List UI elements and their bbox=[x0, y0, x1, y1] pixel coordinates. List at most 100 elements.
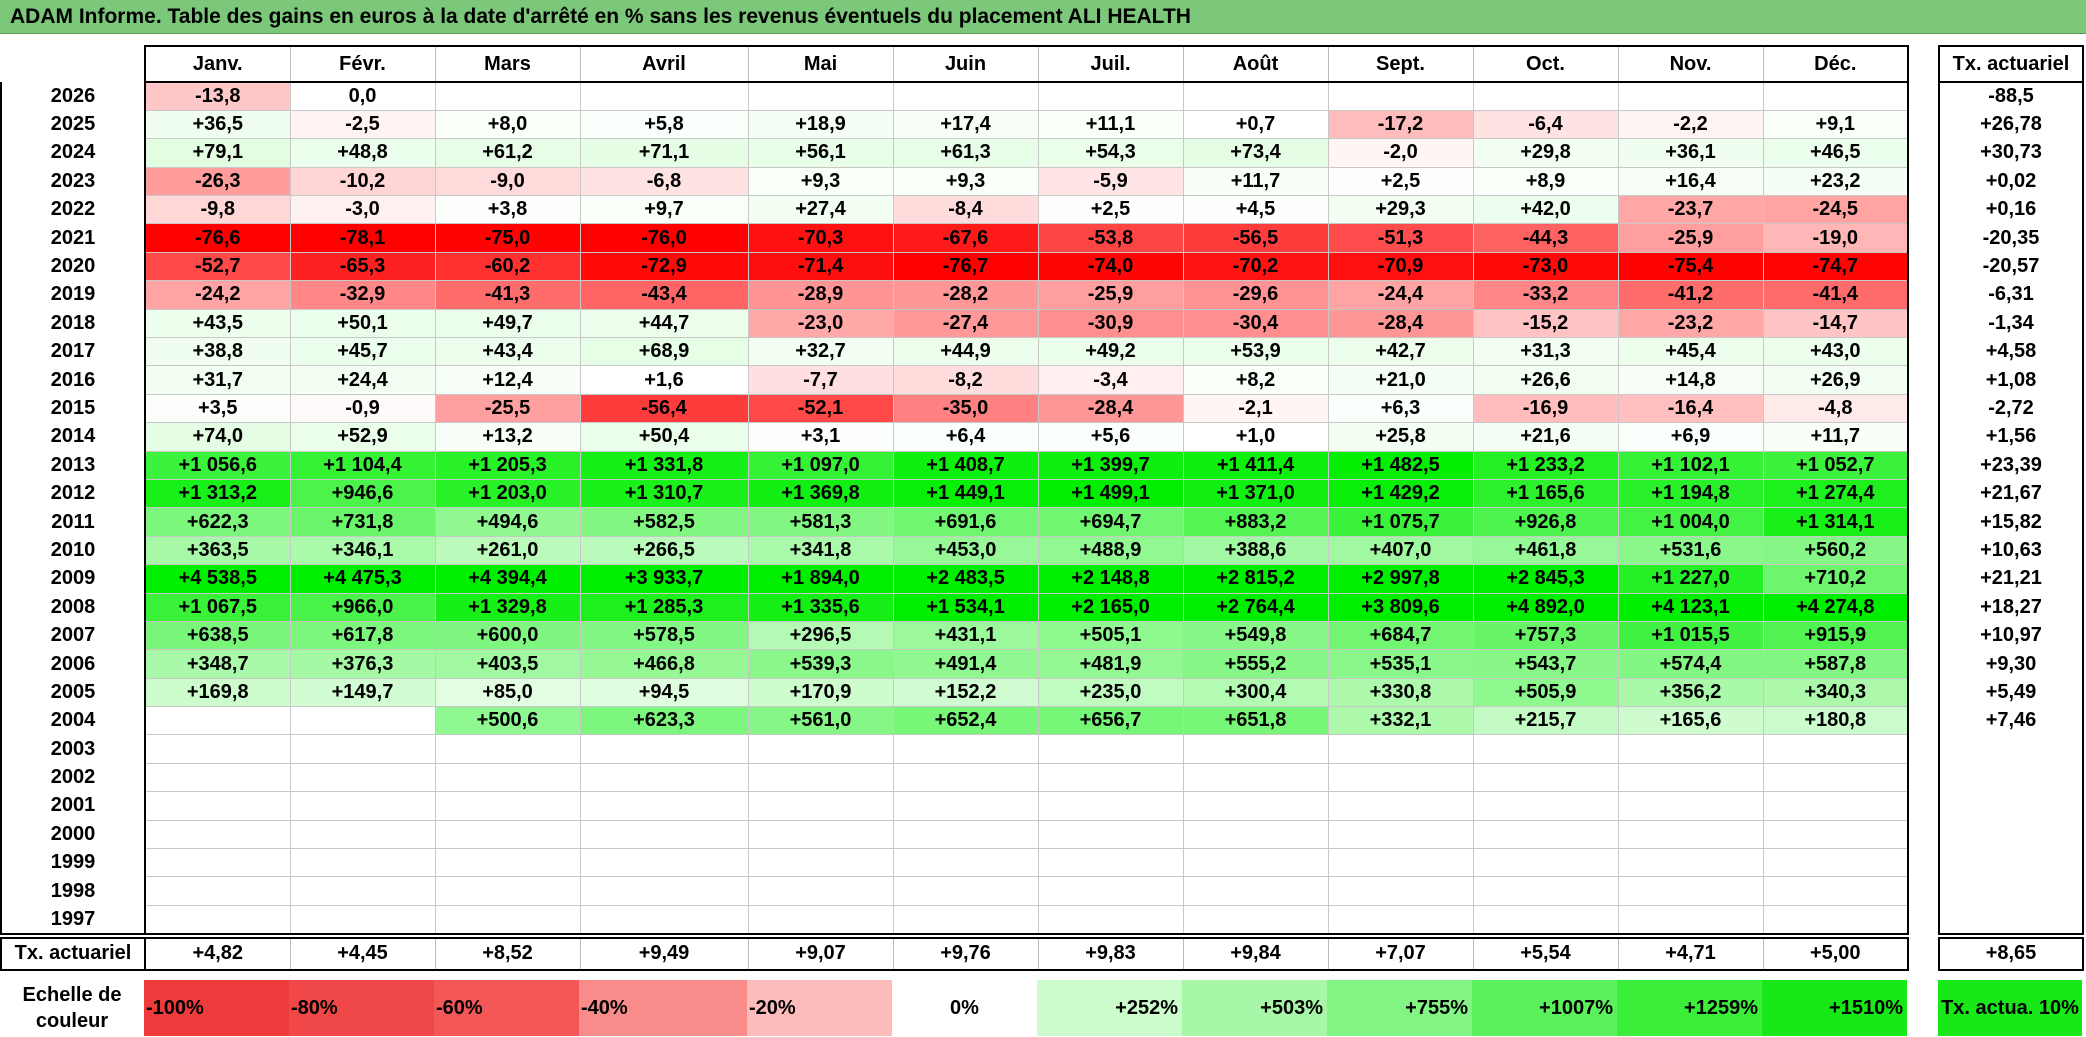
gain-cell: -3,4 bbox=[1037, 365, 1184, 395]
month-header: Janv. bbox=[144, 45, 291, 83]
gain-cell bbox=[892, 904, 1039, 935]
gain-cell: -52,7 bbox=[144, 251, 291, 282]
column-gap bbox=[1907, 980, 1938, 1036]
gain-cell: +1 056,6 bbox=[144, 450, 291, 480]
gain-cell: +4 394,4 bbox=[434, 564, 581, 594]
gain-cell: +348,7 bbox=[144, 649, 291, 679]
gain-cell: +3 809,6 bbox=[1327, 592, 1474, 622]
gain-cell bbox=[1327, 876, 1474, 906]
gain-cell bbox=[1617, 791, 1764, 821]
gain-cell: +3,5 bbox=[144, 393, 291, 424]
annual-rate-cell: +21,67 bbox=[1938, 479, 2084, 508]
gain-cell: +9,7 bbox=[579, 195, 749, 225]
gain-cell bbox=[1617, 762, 1764, 793]
gain-cell bbox=[1182, 848, 1329, 878]
gain-cell: +18,9 bbox=[747, 109, 894, 140]
gain-cell: -28,4 bbox=[1037, 393, 1184, 424]
gain-cell: -65,3 bbox=[289, 251, 436, 282]
gain-cell: +574,4 bbox=[1617, 649, 1764, 679]
gain-cell: +488,9 bbox=[1037, 535, 1184, 566]
gain-cell bbox=[1762, 848, 1909, 878]
column-gap bbox=[1908, 649, 1939, 679]
color-scale: Echelle de couleur -100% -80% -60% -40% -20%… bbox=[0, 980, 2082, 1036]
gain-cell: -29,6 bbox=[1182, 280, 1329, 310]
column-gap bbox=[1908, 252, 1939, 281]
year-row: 2003 bbox=[0, 734, 2084, 764]
gain-cell: +1 408,7 bbox=[892, 450, 1039, 480]
gain-cell: -13,8 bbox=[144, 81, 291, 111]
gain-cell bbox=[144, 791, 291, 821]
gain-cell bbox=[289, 791, 436, 821]
year-label: 2000 bbox=[0, 820, 145, 849]
gain-cell bbox=[747, 734, 894, 764]
gain-cell bbox=[747, 848, 894, 878]
year-label: 2015 bbox=[0, 394, 145, 423]
gain-cell: +170,9 bbox=[747, 677, 894, 708]
column-gap bbox=[1908, 195, 1939, 224]
column-gap bbox=[1908, 479, 1939, 508]
color-scale-row: Echelle de couleur -100% -80% -60% -40% -20%… bbox=[0, 980, 2082, 1036]
annual-rate-cell bbox=[1938, 820, 2084, 849]
gain-cell: +4 274,8 bbox=[1762, 592, 1909, 622]
year-label: 2010 bbox=[0, 536, 145, 565]
gain-cell bbox=[579, 734, 749, 764]
column-gap bbox=[1908, 422, 1939, 452]
gain-cell: +36,5 bbox=[144, 109, 291, 140]
year-label: 2011 bbox=[0, 507, 145, 537]
gain-cell: -8,2 bbox=[892, 365, 1039, 395]
gain-cell: +1 331,8 bbox=[579, 450, 749, 480]
gain-cell bbox=[1617, 876, 1764, 906]
gain-cell: -23,2 bbox=[1617, 308, 1764, 339]
gain-cell: +543,7 bbox=[1472, 649, 1619, 679]
gain-cell: +1 227,0 bbox=[1617, 564, 1764, 594]
gain-cell: +731,8 bbox=[289, 507, 436, 537]
monthly-rate-cell: +9,76 bbox=[893, 936, 1039, 971]
gain-cell: +3,1 bbox=[747, 422, 894, 452]
column-gap bbox=[1908, 451, 1939, 480]
gain-cell: -72,9 bbox=[579, 251, 749, 282]
gain-cell bbox=[144, 848, 291, 878]
column-gap bbox=[1908, 507, 1939, 537]
gain-cell: +453,0 bbox=[892, 535, 1039, 566]
gain-cell bbox=[747, 81, 894, 111]
gain-cell: +3 933,7 bbox=[579, 564, 749, 594]
gain-cell bbox=[1037, 904, 1184, 935]
gain-cell: -15,2 bbox=[1472, 308, 1619, 339]
year-row: 2006 +348,7 +376,3 +403,5 +466,8 +539,3 +491,4… bbox=[0, 649, 2084, 679]
gain-cell bbox=[1762, 819, 1909, 850]
year-row: 2007 +638,5 +617,8 +600,0 +578,5 +296,5 +431,1… bbox=[0, 620, 2084, 651]
gain-cell bbox=[144, 762, 291, 793]
gain-cell bbox=[892, 876, 1039, 906]
gain-cell: +1 004,0 bbox=[1617, 507, 1764, 537]
gain-cell: -70,2 bbox=[1182, 251, 1329, 282]
gain-cell: -17,2 bbox=[1327, 109, 1474, 140]
color-scale-step: -100% bbox=[144, 980, 289, 1036]
gain-cell: +24,4 bbox=[289, 365, 436, 395]
gain-cell: +1 399,7 bbox=[1037, 450, 1184, 480]
year-label: 2013 bbox=[0, 451, 145, 480]
gain-cell bbox=[1182, 819, 1329, 850]
color-scale-step: -60% bbox=[434, 980, 579, 1036]
column-gap bbox=[1908, 223, 1939, 253]
annual-rate-cell bbox=[1938, 791, 2084, 821]
gain-cell: +1 371,0 bbox=[1182, 478, 1329, 509]
year-label: 2005 bbox=[0, 678, 145, 707]
gain-cell: +622,3 bbox=[144, 507, 291, 537]
gain-cell bbox=[747, 904, 894, 935]
gain-cell: +1 104,4 bbox=[289, 450, 436, 480]
gain-cell bbox=[747, 819, 894, 850]
gain-cell bbox=[1182, 81, 1329, 111]
gain-cell: -53,8 bbox=[1037, 223, 1184, 253]
gain-cell bbox=[144, 819, 291, 850]
year-row: 2026 -13,8 0,0 -88,5 bbox=[0, 81, 2084, 111]
gain-cell: +587,8 bbox=[1762, 649, 1909, 679]
gain-cell: +4 123,1 bbox=[1617, 592, 1764, 622]
gain-cell: -28,9 bbox=[747, 280, 894, 310]
gain-cell bbox=[747, 791, 894, 821]
annual-rate-cell: +1,08 bbox=[1938, 365, 2084, 395]
gain-cell: +73,4 bbox=[1182, 138, 1329, 168]
gain-cell: +8,9 bbox=[1472, 166, 1619, 197]
year-label: 2017 bbox=[0, 337, 145, 366]
gain-cell: +44,9 bbox=[892, 337, 1039, 367]
year-row: 2021 -76,6 -78,1 -75,0 -76,0 -70,3 -67,6 -53,8-… bbox=[0, 223, 2084, 253]
